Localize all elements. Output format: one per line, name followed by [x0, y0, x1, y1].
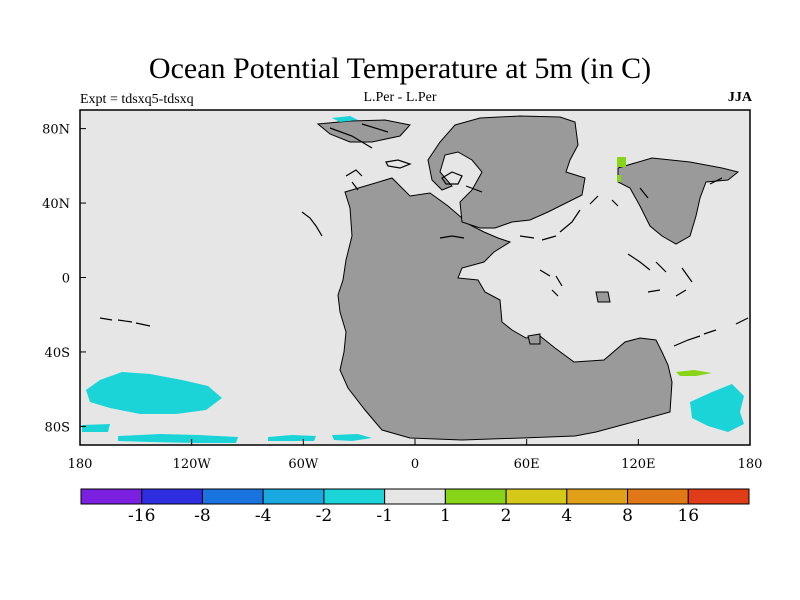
x-tick-label: 180 [738, 457, 763, 472]
colorbar-label: 1 [440, 506, 451, 526]
y-tick-label: 40S [45, 346, 70, 361]
colorbar-label: 4 [561, 506, 572, 526]
season-label: JJA [727, 90, 752, 105]
x-tick-label: 120W [173, 457, 212, 472]
x-tick-label: 60W [288, 457, 319, 472]
colorbar-swatch [687, 488, 750, 505]
colorbar-label: -4 [255, 506, 272, 526]
land-island-south [527, 333, 541, 345]
axis-ticks: 180 120W 60W 0 60E 120E 180 80N 40N 0 40S 80S [42, 123, 762, 472]
y-tick-label: 0 [62, 272, 70, 287]
colorbar-swatch [262, 488, 325, 505]
y-tick-label: 40N [42, 197, 70, 212]
colorbar-swatch [384, 488, 446, 505]
anomaly-patch-cyan-sw [86, 372, 222, 414]
land-east-asia [617, 157, 740, 245]
colorbar-swatch [323, 488, 386, 505]
period-label: L.Per - L.Per [363, 90, 437, 105]
colorbar-label: 16 [677, 506, 699, 526]
x-tick-label: 0 [411, 457, 419, 472]
chart-title: Ocean Potential Temperature at 5m (in C) [148, 52, 652, 85]
colorbar-label: -1 [376, 506, 393, 526]
anomaly-patch-green-ne [617, 157, 626, 182]
colorbar-label: -2 [316, 506, 333, 526]
colorbar-label: 2 [501, 506, 512, 526]
land-america-africa [337, 177, 673, 441]
colorbar-swatch [566, 488, 629, 505]
colorbar-label: 8 [622, 506, 633, 526]
anomaly-patch-cyan-se [690, 384, 744, 432]
land-eurasia [427, 115, 586, 229]
anomaly-patch-green-se [676, 370, 712, 376]
colorbar-swatch [80, 488, 143, 505]
y-tick-label: 80S [45, 420, 70, 435]
anomaly-patch-cyan-north [332, 116, 358, 122]
x-tick-label: 180 [68, 457, 93, 472]
land-island-east [595, 291, 611, 303]
y-tick-label: 80N [42, 123, 70, 138]
colorbar-swatch [444, 488, 507, 505]
colorbar-label: -8 [194, 506, 211, 526]
colorbar-swatch [505, 488, 568, 505]
anomaly-patch-cyan-bottom [82, 424, 372, 443]
colorbar: -16 -8 -4 -2 -1 1 2 4 8 16 [80, 488, 750, 526]
x-tick-label: 120E [621, 457, 655, 472]
x-tick-label: 60E [514, 457, 540, 472]
colorbar-swatch [141, 488, 203, 505]
colorbar-swatch [201, 488, 264, 505]
colorbar-swatch [627, 488, 689, 505]
experiment-label: Expt = tdsxq5-tdsxq [80, 92, 194, 107]
land-greenland [316, 119, 411, 143]
colorbar-label: -16 [128, 506, 155, 526]
contour-lines [99, 123, 749, 347]
